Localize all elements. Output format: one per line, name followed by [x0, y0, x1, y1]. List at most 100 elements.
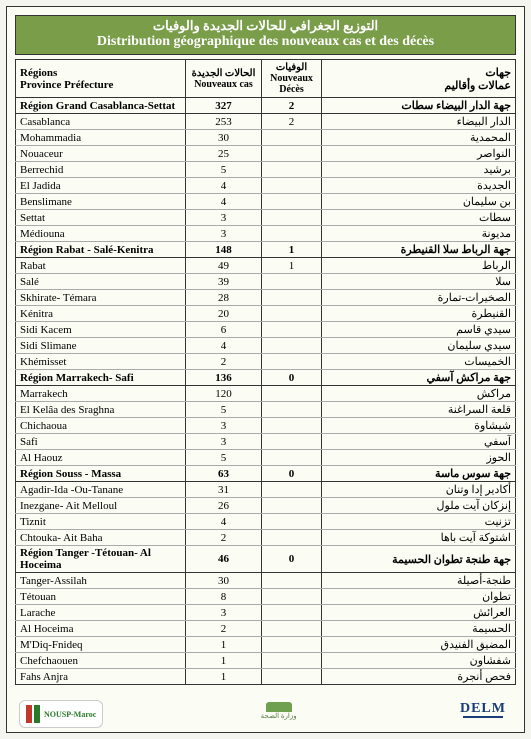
- cell-deaths: [262, 514, 322, 530]
- logo-ministry-text: وزارة الصحة: [261, 713, 297, 720]
- cell-region-fr: Tiznit: [16, 514, 186, 530]
- cell-deaths: [262, 146, 322, 162]
- cell-region-ar: الحوز: [322, 450, 516, 466]
- table-row: Berrechid5برشيد: [16, 162, 516, 178]
- cell-deaths: [262, 637, 322, 653]
- cell-region-ar: الجديدة: [322, 178, 516, 194]
- cell-cases: 5: [186, 402, 262, 418]
- cell-cases: 1: [186, 637, 262, 653]
- cell-region-ar: سلا: [322, 274, 516, 290]
- cell-region-ar: اشتوكة آيت باها: [322, 530, 516, 546]
- cell-region-fr: Nouaceur: [16, 146, 186, 162]
- header-deaths-ar: الوفيات: [266, 62, 317, 73]
- cell-cases: 3: [186, 210, 262, 226]
- region-row: Région Marrakech- Safi1360جهة مراكش آسفي: [16, 370, 516, 386]
- title-banner: التوزيع الجغرافي للحالات الجديدة والوفيا…: [15, 15, 516, 55]
- cell-region-ar: فحص أنجرة: [322, 669, 516, 685]
- table-row: El Jadida4الجديدة: [16, 178, 516, 194]
- cell-region-ar: العرائش: [322, 605, 516, 621]
- table-row: Skhirate- Témara28الصخيرات-تمارة: [16, 290, 516, 306]
- table-row: Tanger-Assilah30طنجة-أصيلة: [16, 573, 516, 589]
- header-region-ar: جهات عمالات وأقاليم: [322, 60, 516, 98]
- table-row: Agadir-Ida -Ou-Tanane31أكادير إدا وتنان: [16, 482, 516, 498]
- cell-region-ar: الصخيرات-تمارة: [322, 290, 516, 306]
- cell-cases: 1: [186, 653, 262, 669]
- cell-region-fr: Chefchaouen: [16, 653, 186, 669]
- cell-region-fr: El Kelâa des Sraghna: [16, 402, 186, 418]
- cell-region-ar: الحسيمة: [322, 621, 516, 637]
- cell-deaths: [262, 434, 322, 450]
- header-region-ar-2: عمالات وأقاليم: [444, 80, 511, 92]
- cell-cases: 20: [186, 306, 262, 322]
- cell-deaths: 0: [262, 546, 322, 573]
- cell-cases: 25: [186, 146, 262, 162]
- cell-cases: 120: [186, 386, 262, 402]
- cell-cases: 3: [186, 605, 262, 621]
- cell-cases: 8: [186, 589, 262, 605]
- table-row: Settat3سطات: [16, 210, 516, 226]
- header-cases-ar: الحالات الجديدة: [190, 68, 257, 79]
- cell-region-fr: Région Grand Casablanca-Settat: [16, 98, 186, 114]
- cell-deaths: [262, 498, 322, 514]
- cell-region-fr: Casablanca: [16, 114, 186, 130]
- cell-region-fr: Marrakech: [16, 386, 186, 402]
- cell-cases: 4: [186, 178, 262, 194]
- report-page: التوزيع الجغرافي للحالات الجديدة والوفيا…: [6, 6, 525, 733]
- cell-deaths: [262, 605, 322, 621]
- table-row: Rabat491الرباط: [16, 258, 516, 274]
- cell-deaths: [262, 210, 322, 226]
- cell-deaths: 2: [262, 114, 322, 130]
- cell-cases: 148: [186, 242, 262, 258]
- cell-deaths: [262, 669, 322, 685]
- table-row: Chtouka- Ait Baha2اشتوكة آيت باها: [16, 530, 516, 546]
- cell-cases: 4: [186, 194, 262, 210]
- table-row: Larache3العرائش: [16, 605, 516, 621]
- logo-delm: DELM: [454, 700, 512, 728]
- table-row: Salé39سلا: [16, 274, 516, 290]
- table-row: Tétouan8تطوان: [16, 589, 516, 605]
- header-deaths-fr: Nouveaux Décès: [266, 73, 317, 95]
- cell-deaths: [262, 338, 322, 354]
- region-row: Région Tanger -Tétouan- Al Hoceima460جهة…: [16, 546, 516, 573]
- cell-region-fr: Khémisset: [16, 354, 186, 370]
- logo-ministry: وزارة الصحة: [255, 700, 303, 728]
- cell-deaths: [262, 418, 322, 434]
- cell-region-fr: Région Rabat - Salé-Kenitra: [16, 242, 186, 258]
- cell-deaths: [262, 589, 322, 605]
- cell-region-ar: إنزكان آيت ملول: [322, 498, 516, 514]
- cell-deaths: [262, 482, 322, 498]
- cell-region-ar: النواصر: [322, 146, 516, 162]
- cell-region-fr: Tanger-Assilah: [16, 573, 186, 589]
- cell-cases: 39: [186, 274, 262, 290]
- logo-onsp-text: NOUSP-Maroc: [44, 710, 96, 719]
- table-row: Chefchaouen1 شفشاون: [16, 653, 516, 669]
- cell-cases: 2: [186, 354, 262, 370]
- cell-region-fr: Médiouna: [16, 226, 186, 242]
- cell-region-fr: M'Diq-Fnideq: [16, 637, 186, 653]
- cell-region-fr: Kénitra: [16, 306, 186, 322]
- cell-cases: 30: [186, 573, 262, 589]
- cell-region-fr: Al Haouz: [16, 450, 186, 466]
- header-region-ar-1: جهات: [485, 67, 511, 79]
- cell-deaths: 1: [262, 242, 322, 258]
- table-row: Casablanca2532الدار البيضاء: [16, 114, 516, 130]
- cell-region-ar: جهة سوس ماسة: [322, 466, 516, 482]
- delm-underline-icon: [463, 716, 503, 718]
- cell-region-ar: شفشاون: [322, 653, 516, 669]
- logo-delm-text: DELM: [460, 702, 506, 716]
- cell-deaths: [262, 573, 322, 589]
- cell-deaths: [262, 274, 322, 290]
- region-row: Région Rabat - Salé-Kenitra1481جهة الربا…: [16, 242, 516, 258]
- cell-deaths: 1: [262, 258, 322, 274]
- cell-deaths: [262, 386, 322, 402]
- cell-cases: 5: [186, 450, 262, 466]
- cell-deaths: [262, 450, 322, 466]
- cell-deaths: [262, 178, 322, 194]
- cell-region-fr: Chtouka- Ait Baha: [16, 530, 186, 546]
- cell-deaths: [262, 226, 322, 242]
- cell-deaths: [262, 621, 322, 637]
- cell-region-fr: Région Marrakech- Safi: [16, 370, 186, 386]
- cell-deaths: [262, 402, 322, 418]
- onsp-bar-green-icon: [34, 705, 40, 723]
- cell-region-fr: Région Souss - Massa: [16, 466, 186, 482]
